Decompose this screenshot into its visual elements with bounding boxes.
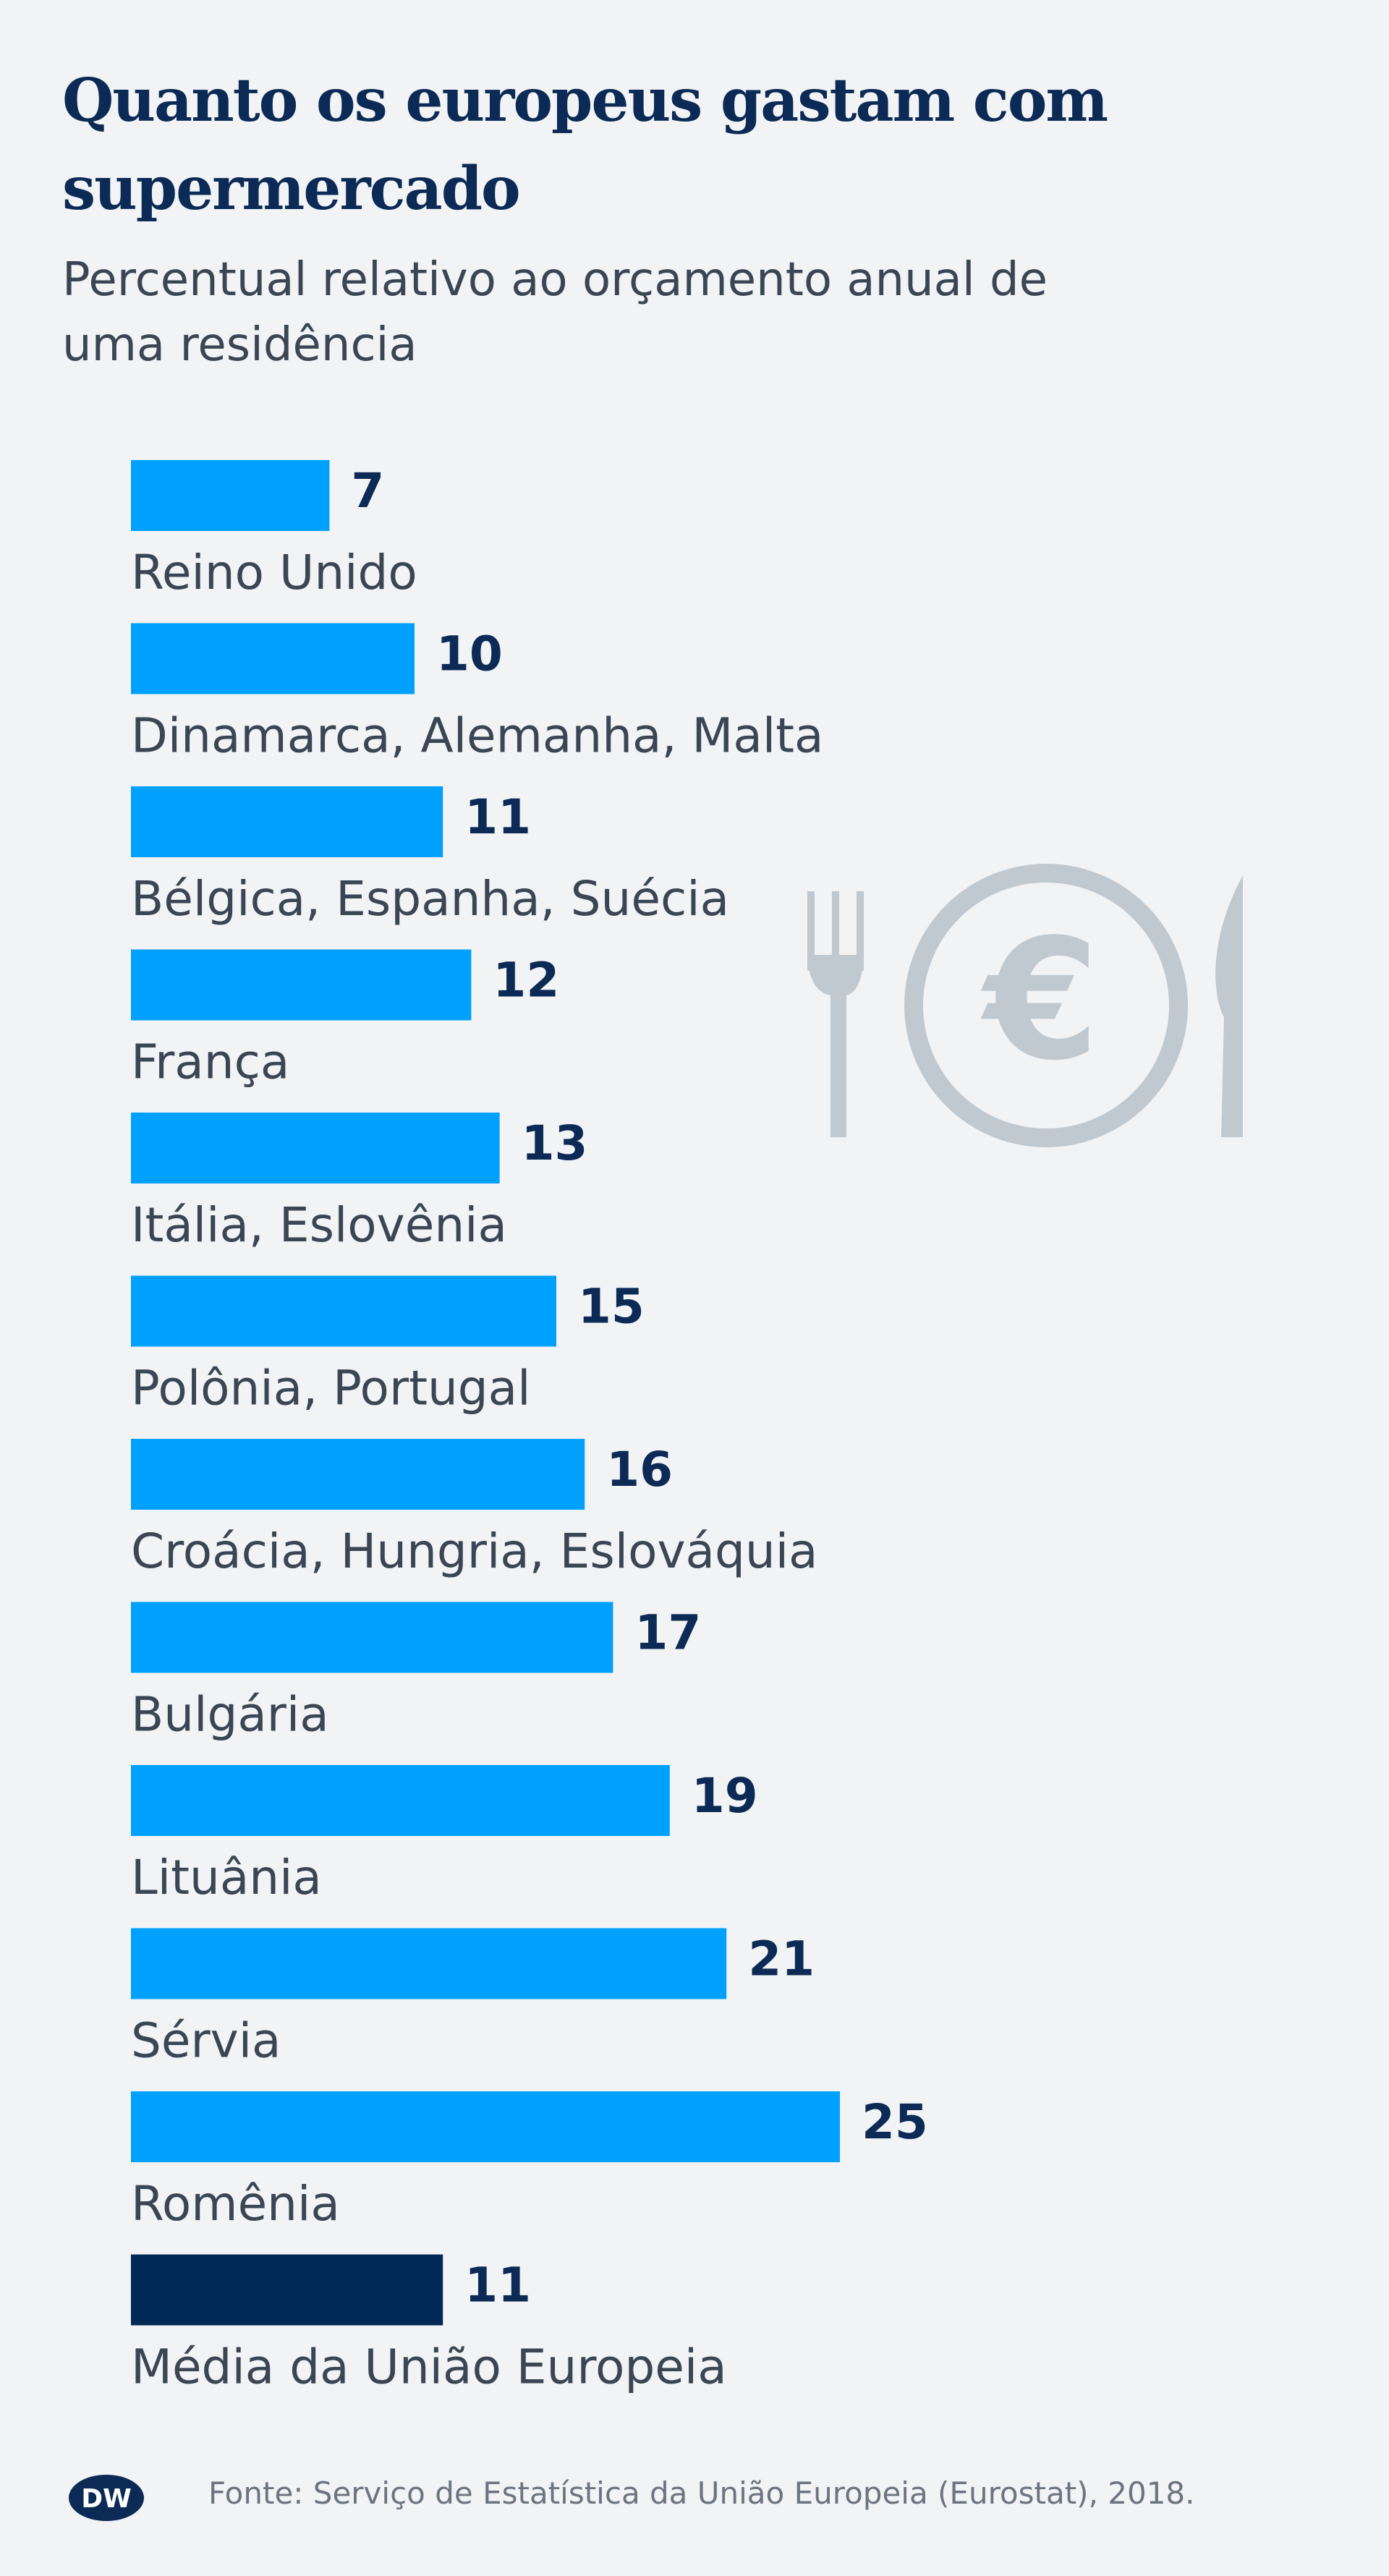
bar: [131, 786, 443, 857]
bar: [131, 949, 472, 1021]
value-label: 11: [464, 789, 531, 845]
source-note: Fonte: Serviço de Estatística da União E…: [208, 2475, 1195, 2511]
bar: [131, 623, 415, 694]
svg-text:DW: DW: [81, 2484, 132, 2514]
category-label: Croácia, Hungria, Eslováquia: [131, 1523, 818, 1579]
bar: [131, 460, 330, 531]
fork-icon: [807, 891, 864, 1137]
value-label: 10: [436, 626, 503, 682]
value-label: 11: [464, 2258, 531, 2313]
category-label: Itália, Eslovênia: [131, 1197, 507, 1253]
value-label: 21: [748, 1931, 815, 1987]
bar: [131, 2091, 840, 2162]
value-label: 17: [634, 1605, 701, 1661]
dw-logo: DW: [67, 2473, 146, 2526]
category-label: França: [131, 1034, 289, 1090]
bar: [131, 2254, 443, 2326]
value-label: 15: [578, 1279, 645, 1335]
category-label: Média da União Europeia: [131, 2339, 727, 2395]
category-label: Lituânia: [131, 1850, 322, 1905]
category-label: Polônia, Portugal: [131, 1361, 530, 1416]
plate-icon: [904, 864, 1188, 1147]
value-label: 12: [493, 953, 559, 1008]
value-label: 7: [351, 463, 384, 519]
bar: [131, 1113, 500, 1183]
euro-icon: €: [980, 904, 1100, 1097]
bar: [131, 1602, 613, 1673]
category-label: Reino Unido: [131, 545, 417, 600]
value-label: 25: [862, 2094, 928, 2150]
category-label: Bélgica, Espanha, Suécia: [131, 871, 729, 927]
category-label: Bulgária: [131, 1687, 329, 1743]
bar: [131, 1765, 670, 1836]
bar: [131, 1928, 727, 1999]
fork-euro-knife-icon: €: [803, 854, 1259, 1160]
knife-icon: [1215, 875, 1243, 1137]
value-label: 16: [606, 1442, 673, 1497]
chart-title: Quanto os europeus gastam com supermerca…: [62, 66, 1108, 224]
value-label: 13: [522, 1115, 588, 1171]
value-label: 19: [692, 1768, 758, 1824]
category-label: Dinamarca, Alemanha, Malta: [131, 708, 823, 764]
category-label: Sérvia: [131, 2013, 281, 2069]
chart-subtitle: Percentual relativo ao orçamento anual d…: [62, 253, 1048, 372]
category-label: Romênia: [131, 2176, 340, 2232]
bar: [131, 1275, 556, 1347]
bar: [131, 1439, 585, 1510]
